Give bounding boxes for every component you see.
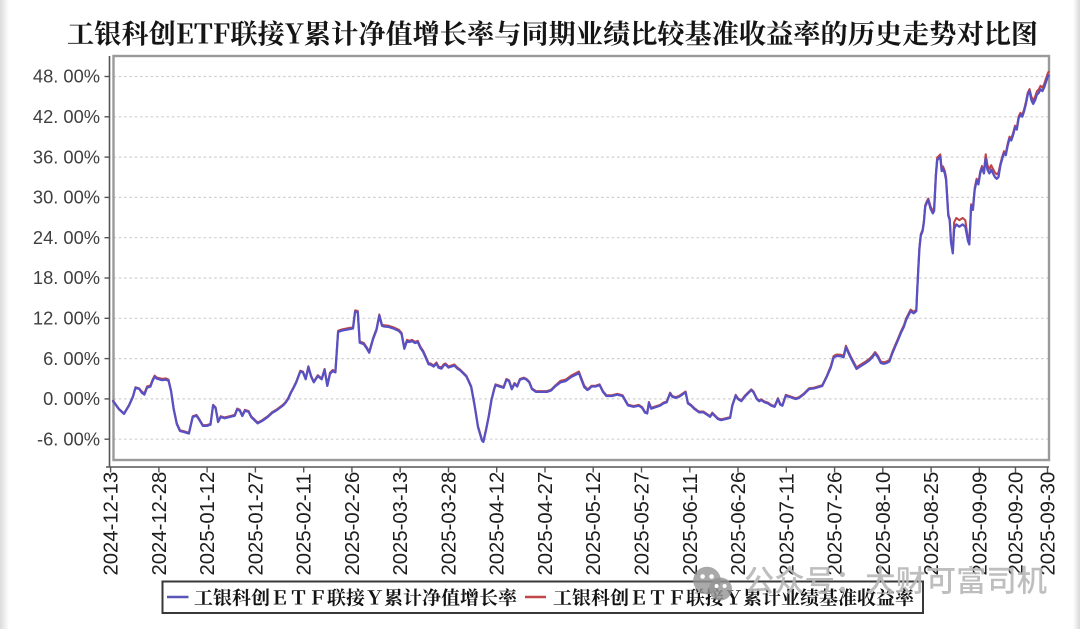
svg-text:0. 00%: 0. 00% [43, 388, 100, 409]
svg-text:2024-12-28: 2024-12-28 [149, 472, 171, 576]
svg-text:12. 00%: 12. 00% [33, 308, 100, 329]
svg-text:24. 00%: 24. 00% [33, 227, 100, 248]
svg-text:2025-06-11: 2025-06-11 [680, 473, 702, 575]
svg-text:2025-04-12: 2025-04-12 [487, 472, 509, 576]
svg-text:6. 00%: 6. 00% [43, 348, 100, 369]
svg-text:2025-02-11: 2025-02-11 [294, 473, 316, 575]
svg-text:2025-06-26: 2025-06-26 [728, 472, 750, 576]
svg-text:48. 00%: 48. 00% [33, 66, 100, 87]
svg-text:2024-12-13: 2024-12-13 [101, 472, 123, 576]
svg-text:2025-03-28: 2025-03-28 [439, 472, 461, 576]
svg-text:2025-09-30: 2025-09-30 [1038, 472, 1060, 576]
svg-text:18. 00%: 18. 00% [33, 267, 100, 288]
svg-text:2025-08-10: 2025-08-10 [873, 472, 895, 576]
svg-text:30. 00%: 30. 00% [33, 187, 100, 208]
svg-text:2025-05-12: 2025-05-12 [583, 472, 605, 576]
svg-text:2025-08-25: 2025-08-25 [921, 472, 943, 576]
svg-text:-6. 00%: -6. 00% [37, 428, 100, 449]
svg-text:36. 00%: 36. 00% [33, 146, 100, 167]
svg-text:2025-09-09: 2025-09-09 [969, 472, 991, 576]
svg-text:2025-05-27: 2025-05-27 [632, 472, 654, 576]
svg-text:42. 00%: 42. 00% [33, 106, 100, 127]
svg-text:2025-04-27: 2025-04-27 [535, 472, 557, 576]
svg-text:2025-01-27: 2025-01-27 [245, 472, 267, 576]
svg-text:2025-03-13: 2025-03-13 [390, 472, 412, 576]
svg-text:2025-01-12: 2025-01-12 [197, 472, 219, 576]
svg-text:2025-07-11: 2025-07-11 [776, 473, 798, 575]
svg-text:2025-07-26: 2025-07-26 [825, 472, 847, 576]
svg-text:2025-02-26: 2025-02-26 [342, 472, 364, 576]
svg-text:2025-09-20: 2025-09-20 [1006, 472, 1028, 576]
